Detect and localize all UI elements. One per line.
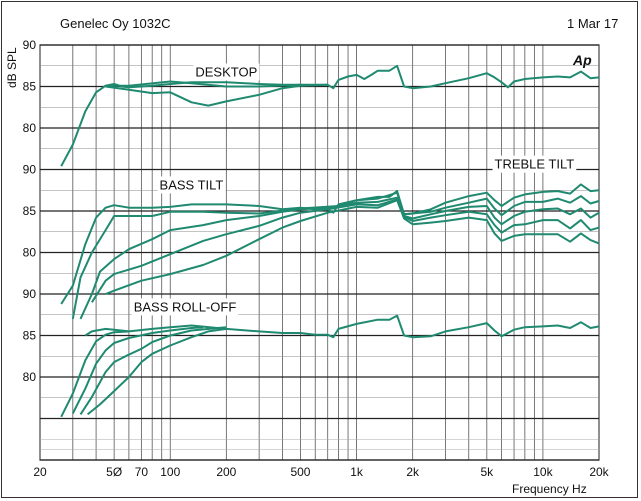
x-tick-label: 200	[216, 465, 236, 479]
panel-label-bg	[131, 298, 239, 316]
panel-label: BASS ROLL-OFF	[134, 299, 237, 314]
x-tick-label: 2k	[406, 465, 420, 479]
x-tick-label: 70	[135, 465, 149, 479]
panel-label-bg	[492, 155, 577, 173]
x-tick-label: 5k	[480, 465, 494, 479]
x-axis-label: Frequency Hz	[512, 482, 587, 496]
y-tick-label: 80	[23, 370, 37, 384]
curve-basstilt	[105, 199, 600, 295]
curve-desktop	[105, 83, 328, 107]
panel-label: BASS TILT	[160, 177, 224, 192]
curves	[60, 64, 600, 418]
y-tick-label: 85	[23, 329, 37, 343]
curve-desktop	[60, 64, 600, 167]
labels: DESKTOP BASS TILT TREBLE TILT BASS ROLL-OFF	[131, 63, 577, 316]
x-tick-label: 500	[290, 465, 310, 479]
y-tick-label: 90	[23, 38, 37, 52]
y-tick-label: 90	[23, 287, 37, 301]
curve-rolloff	[79, 326, 227, 415]
x-tick-label: 10k	[533, 465, 553, 479]
y-tick-label: 80	[23, 121, 37, 135]
curve-rolloff	[60, 330, 129, 418]
chart-title: Genelec Oy 1032C	[60, 16, 171, 31]
curve-rolloff	[86, 327, 227, 416]
y-tick-label: 85	[23, 80, 37, 94]
panel-label: TREBLE TILT	[495, 157, 575, 172]
x-tick-label: 1k	[350, 465, 364, 479]
chart-date: 1 Mar 17	[567, 16, 618, 31]
curve-rolloff	[84, 314, 600, 339]
plot-grid: 90 85 80 90 85 80 90 85 80 20 5Ø 70 100 200 500 1k 2k 5k 1…	[23, 38, 610, 479]
ap-logo: Ap	[572, 52, 592, 68]
curve-rolloff	[71, 326, 204, 414]
panel-label-bg	[157, 176, 226, 194]
panel-label: DESKTOP	[195, 65, 257, 80]
x-tick-label: 100	[160, 465, 180, 479]
curve-basstilt	[91, 198, 600, 303]
curve-basstilt	[71, 191, 600, 320]
curve-desktop	[105, 80, 301, 88]
y-tick-label: 85	[23, 204, 37, 218]
x-tick-label: 20	[33, 465, 47, 479]
y-tick-label: 90	[23, 163, 37, 177]
x-tick-label: 20k	[589, 465, 609, 479]
x-tick-label: 5Ø	[106, 465, 122, 479]
y-tick-label: 80	[23, 246, 37, 260]
panel-label-bg	[193, 63, 260, 81]
y-axis-label: dB SPL	[5, 47, 19, 88]
